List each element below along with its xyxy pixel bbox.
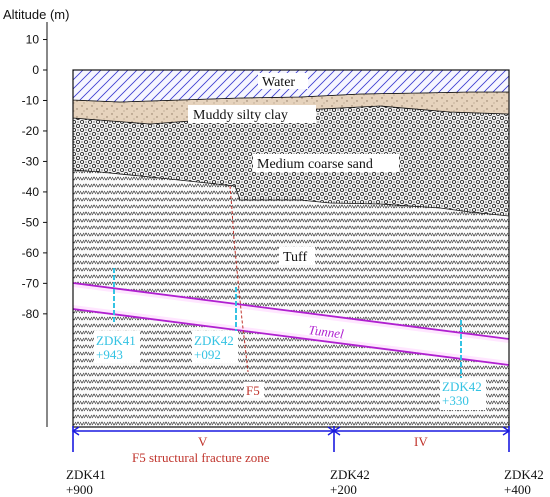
water-label-group: Water (258, 73, 308, 90)
y-tick-label: -60 (22, 246, 40, 260)
tuff-label: Tuff (283, 250, 307, 265)
fault-label-group: F5 (244, 382, 264, 398)
zone-v-description: F5 structural fracture zone (132, 450, 270, 465)
tunnel-label: Tunnel (308, 322, 345, 341)
borehole-label-3: ZDK42 +330 (440, 378, 486, 410)
y-tick-label: 0 (32, 63, 39, 77)
y-axis-label: Altitude (m) (3, 7, 69, 22)
y-tick-label: -30 (22, 154, 40, 168)
y-tick-label: -10 (22, 93, 40, 107)
station-3-line1: ZDK42 (504, 467, 544, 482)
station-1-line2: +900 (66, 482, 93, 497)
zone-v-grade: V (198, 434, 208, 449)
y-tick-label: -40 (22, 185, 40, 199)
clay-label-group: Muddy silty clay (188, 105, 316, 123)
borehole-label-3-line2: +330 (442, 393, 469, 408)
y-tick-label: -70 (22, 276, 40, 290)
profile-frame (72, 69, 510, 428)
sand-label-group: Medium coarse sand (253, 154, 399, 172)
borehole-label-3-line1: ZDK42 (442, 379, 482, 394)
borehole-label-2-line2: +092 (194, 347, 221, 362)
y-tick-label: -50 (22, 215, 40, 229)
tunnel-bottom-line (72, 308, 510, 366)
borehole-label-1: ZDK41 +943 (94, 331, 140, 363)
tuff-label-group: Tuff (279, 247, 315, 265)
tunnel-inner (73, 287, 509, 361)
y-tick-label: -20 (22, 124, 40, 138)
y-tick-label: 10 (26, 33, 40, 47)
station-2-line1: ZDK42 (330, 467, 370, 482)
borehole-label-2-line1: ZDK42 (194, 333, 234, 348)
tunnel-top-line (72, 282, 510, 340)
borehole-label-1-line1: ZDK41 (96, 333, 136, 348)
y-axis: 10 0 -10 -20 -30 -40 -50 -60 -70 -80 (22, 22, 48, 427)
station-3-line2: +400 (504, 482, 531, 497)
sand-label: Medium coarse sand (257, 157, 373, 172)
fault-label: F5 (246, 383, 260, 398)
station-2-line2: +200 (330, 482, 357, 497)
water-label: Water (262, 75, 295, 90)
clay-label: Muddy silty clay (193, 108, 288, 123)
zone-iv-grade: IV (414, 434, 428, 449)
y-tick-label: -80 (22, 307, 40, 321)
fault-f5-line (229, 185, 249, 373)
borehole-label-1-line2: +943 (96, 347, 123, 362)
zone-bar (71, 426, 511, 452)
borehole-label-2: ZDK42 +092 (192, 331, 238, 363)
station-1-line1: ZDK41 (66, 467, 106, 482)
